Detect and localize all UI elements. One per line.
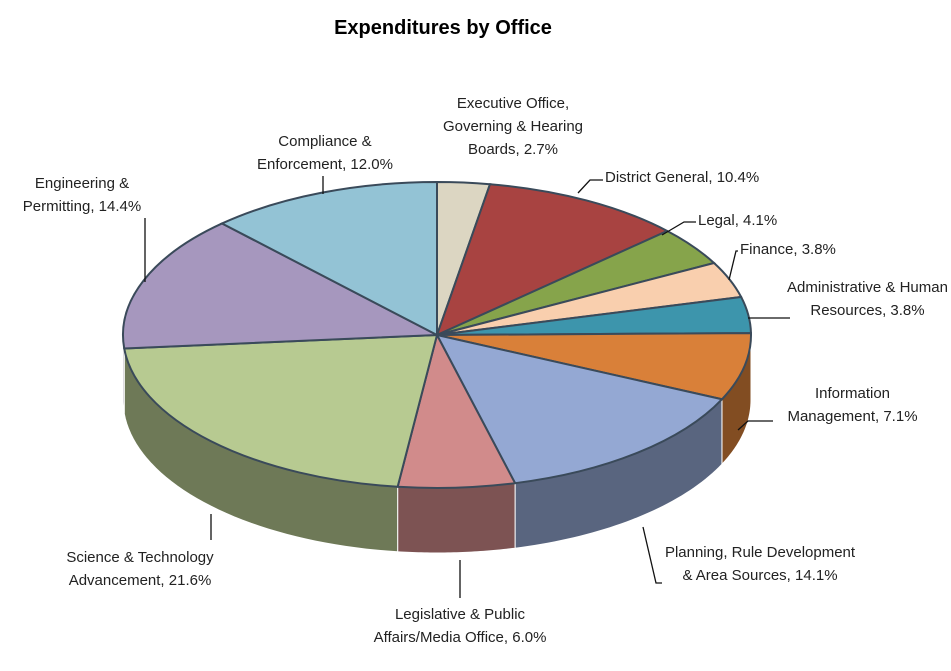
pie-slice [219, 180, 438, 337]
pie-slice [435, 183, 670, 337]
leader-line [728, 250, 738, 281]
chart-title: Expenditures by Office [334, 17, 552, 39]
side-wall [397, 482, 516, 554]
data-label: Engineering & Permitting, 14.4% [22, 175, 142, 215]
pie-slice [435, 333, 724, 485]
pie-slice [123, 333, 439, 488]
data-label: District General, 10.4% [605, 169, 760, 186]
leader-line [737, 420, 773, 431]
data-label: Administrative & Human Resources, 3.8% [787, 279, 948, 319]
pie-slice [122, 222, 441, 350]
pie-slice [396, 332, 517, 490]
data-label: Executive Office, Governing & Hearing Bo… [442, 95, 584, 158]
data-label: Finance, 3.8% [740, 241, 836, 258]
leader-line [642, 526, 662, 584]
data-label: Legal, 4.1% [698, 212, 778, 229]
data-label: Legislative & Public Affairs/Media Offic… [373, 606, 547, 646]
data-label: Information Management, 7.1% [787, 385, 918, 425]
data-label: Compliance & Enforcement, 12.0% [257, 133, 393, 173]
data-label: Science & Technology Advancement, 21.6% [66, 549, 214, 589]
leader-line [577, 179, 603, 194]
leader-line [661, 221, 696, 236]
data-label: Planning, Rule Development & Area Source… [664, 544, 856, 584]
pie-slice [436, 332, 752, 401]
